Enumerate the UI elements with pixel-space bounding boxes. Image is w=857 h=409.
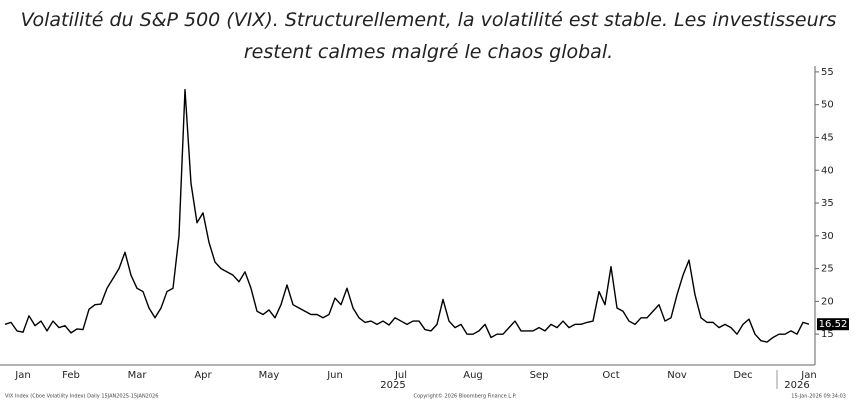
y-tick-label: 25 <box>821 264 834 275</box>
line-series <box>4 88 810 343</box>
last-value-label: 16.52 <box>819 319 848 330</box>
y-tick-label: 20 <box>821 296 834 307</box>
y-tick-label: 15 <box>821 329 834 340</box>
y-tick-label: 50 <box>821 100 834 111</box>
x-tick-label: Nov <box>667 370 687 381</box>
x-tick-label: Jun <box>326 370 343 381</box>
x-tick-label: Sep <box>530 370 549 381</box>
x-tick-label: Jan <box>14 370 30 381</box>
footer-date: 15-Jan-2026 09:34:03 <box>791 394 846 400</box>
footer-copyright: Copyright© 2026 Bloomberg Finance L.P. <box>413 393 516 400</box>
last-value-box <box>817 318 849 331</box>
x-tick-label: Dec <box>733 370 752 381</box>
x-tick-label: Jan <box>800 370 816 381</box>
footer-source: VIX Index (Cboe Volatility Index) Daily … <box>5 394 158 400</box>
x-tick-label: Mar <box>128 370 148 381</box>
x-tick-label: May <box>259 370 280 381</box>
y-tick-label: 40 <box>821 165 834 176</box>
y-tick-label: 35 <box>821 198 834 209</box>
x-tick-label: Aug <box>463 370 483 381</box>
year-label: 2026 <box>784 380 809 391</box>
x-tick-label: Jul <box>394 370 407 381</box>
x-tick-label: Oct <box>602 370 619 381</box>
x-tick-label: Feb <box>62 370 80 381</box>
year-label: 2025 <box>380 380 405 391</box>
y-tick-label: 30 <box>821 231 834 242</box>
y-tick-label: 45 <box>821 132 834 143</box>
x-tick-label: Apr <box>194 370 212 381</box>
y-tick-label: 55 <box>821 67 834 78</box>
chart-title: Volatilité du S&P 500 (VIX). Structurell… <box>20 9 837 63</box>
